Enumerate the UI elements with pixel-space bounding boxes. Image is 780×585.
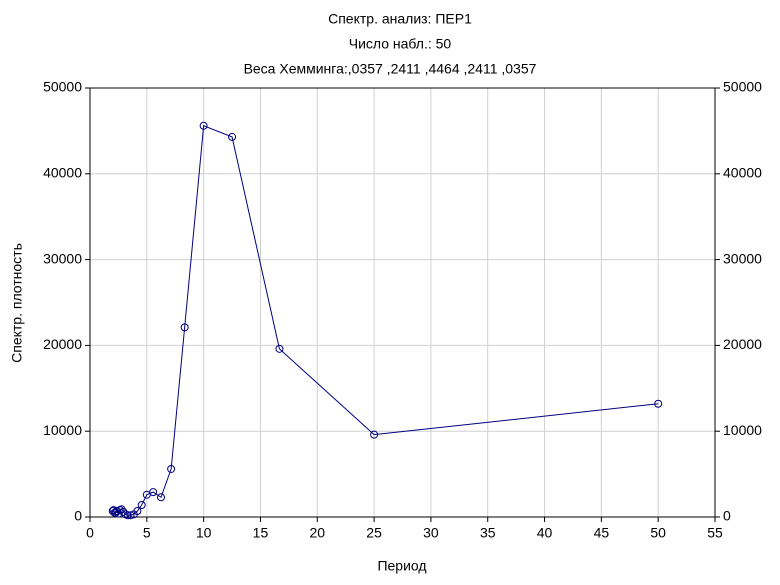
point-marker xyxy=(654,399,663,408)
x-tick-label: 10 xyxy=(196,525,212,541)
y-tick-label: 30000 xyxy=(43,250,82,266)
point-marker xyxy=(117,505,126,514)
chart-title: Спектр. анализ: ПЕР1 xyxy=(328,11,472,27)
x-tick-label: 35 xyxy=(480,525,496,541)
x-tick-label: 15 xyxy=(253,525,269,541)
point-marker xyxy=(137,500,146,509)
y-tick-label: 0 xyxy=(74,508,82,524)
y2-tick-label: 30000 xyxy=(723,250,762,266)
x-tick-label: 45 xyxy=(594,525,610,541)
point-marker xyxy=(167,464,176,473)
x-tick-label: 5 xyxy=(143,525,151,541)
chart-subtitle: Число набл.: 50 xyxy=(349,36,452,52)
y2-tick-label: 50000 xyxy=(723,79,762,95)
y-tick-label: 40000 xyxy=(43,165,82,181)
point-marker xyxy=(149,488,158,497)
point-marker xyxy=(123,511,132,520)
y2-tick-label: 0 xyxy=(723,508,731,524)
x-tick-label: 20 xyxy=(309,525,325,541)
x-tick-label: 25 xyxy=(366,525,382,541)
y2-tick-label: 10000 xyxy=(723,422,762,438)
y-tick-label: 50000 xyxy=(43,79,82,95)
annotation: Веса Хемминга:,0357 ,2411 ,4464 ,2411 ,0… xyxy=(244,61,537,77)
x-tick-label: 0 xyxy=(86,525,94,541)
y2-tick-label: 40000 xyxy=(723,165,762,181)
y-tick-label: 20000 xyxy=(43,336,82,352)
point-marker xyxy=(370,430,379,439)
y2-tick-label: 20000 xyxy=(723,336,762,352)
x-tick-label: 40 xyxy=(537,525,553,541)
point-marker xyxy=(180,323,189,332)
y-axis-label: Спектр. плотность xyxy=(9,243,25,363)
x-tick-label: 50 xyxy=(650,525,666,541)
y-tick-label: 10000 xyxy=(43,422,82,438)
point-marker xyxy=(275,344,284,353)
point-marker xyxy=(133,506,142,515)
plot-frame xyxy=(89,87,716,518)
point-marker xyxy=(228,132,237,141)
x-tick-label: 30 xyxy=(423,525,439,541)
point-marker xyxy=(126,511,135,520)
point-marker xyxy=(157,493,166,502)
x-tick-label: 55 xyxy=(707,525,723,541)
x-axis-label: Период xyxy=(377,558,426,574)
point-marker xyxy=(199,121,208,130)
